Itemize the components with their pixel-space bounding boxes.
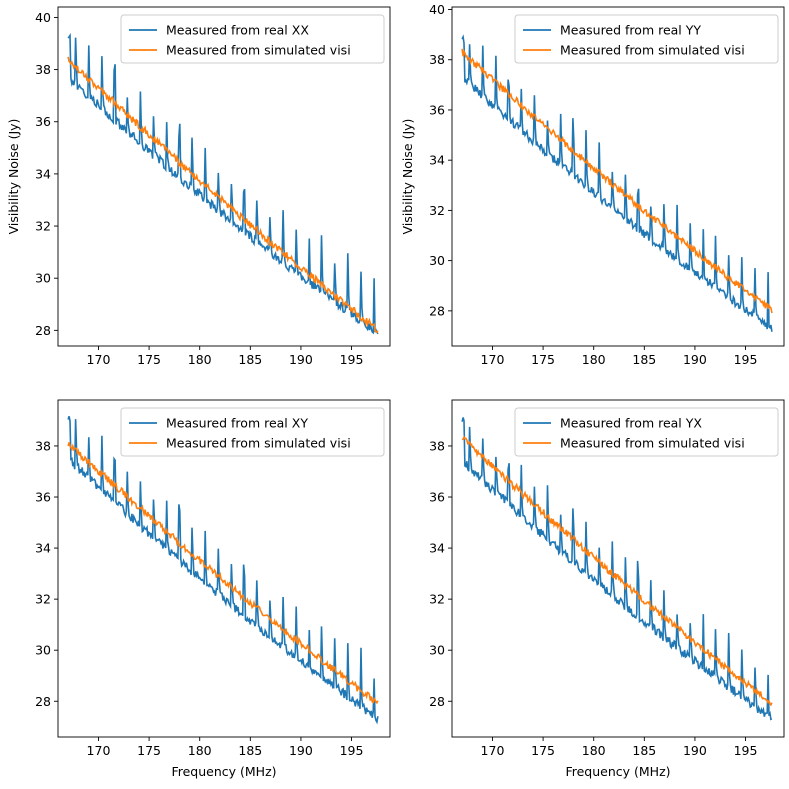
y-tick-label: 28 bbox=[429, 694, 445, 709]
legend-entry: Measured from simulated visi bbox=[560, 436, 745, 451]
series-line-real bbox=[67, 416, 379, 725]
y-tick-label: 28 bbox=[35, 323, 51, 338]
series-line-simulated bbox=[67, 56, 379, 334]
y-tick-label: 36 bbox=[429, 490, 445, 505]
legend: Measured from real YY Measured from simul… bbox=[514, 14, 779, 64]
x-tick-label: 175 bbox=[531, 743, 555, 758]
x-axis-label: Frequency (MHz) bbox=[171, 764, 276, 779]
y-tick-label: 36 bbox=[35, 114, 51, 129]
x-tick-label: 190 bbox=[289, 352, 313, 367]
y-axis-label: Visibility Noise (Jy) bbox=[6, 119, 21, 235]
y-tick-label: 36 bbox=[35, 490, 51, 505]
x-tick-label: 195 bbox=[734, 352, 758, 367]
legend-box bbox=[514, 14, 779, 64]
y-tick-label: 34 bbox=[35, 166, 51, 181]
legend: Measured from real YX Measured from simul… bbox=[514, 407, 779, 457]
x-tick-label: 190 bbox=[683, 743, 707, 758]
x-tick-label: 185 bbox=[632, 743, 656, 758]
axes-frame bbox=[451, 399, 785, 738]
x-tick-label: 195 bbox=[340, 352, 364, 367]
x-tick-label: 180 bbox=[582, 352, 606, 367]
axes-frame bbox=[57, 6, 391, 347]
legend: Measured from real XY Measured from simul… bbox=[120, 407, 385, 457]
chart-panel-1: 170 175 180 185 190 195 28 30 32 34 36 38 40 Visibili… bbox=[6, 6, 391, 367]
y-tick-label: 34 bbox=[429, 541, 445, 556]
y-tick-label: 40 bbox=[429, 2, 445, 17]
chart-panel-4: 170 175 180 185 190 195 28 30 32 34 36 38 Frequency … bbox=[429, 399, 785, 779]
series-line-simulated bbox=[461, 48, 773, 314]
x-tick-label: 170 bbox=[87, 352, 111, 367]
y-tick-label: 30 bbox=[35, 271, 51, 286]
x-tick-label: 190 bbox=[289, 743, 313, 758]
series-line-simulated bbox=[461, 435, 773, 707]
legend-entry: Measured from real XY bbox=[166, 416, 308, 431]
series-line-real bbox=[461, 417, 773, 721]
y-axis-label: Visibility Noise (Jy) bbox=[400, 119, 415, 235]
x-tick-label: 175 bbox=[531, 352, 555, 367]
x-tick-label: 180 bbox=[188, 352, 212, 367]
y-tick-label: 32 bbox=[429, 203, 445, 218]
y-tick-label: 28 bbox=[35, 694, 51, 709]
y-tick-label: 38 bbox=[35, 438, 51, 453]
legend-entry: Measured from simulated visi bbox=[166, 43, 351, 58]
x-tick-label: 180 bbox=[188, 743, 212, 758]
x-tick-label: 170 bbox=[481, 743, 505, 758]
legend: Measured from real XX Measured from simul… bbox=[120, 14, 385, 64]
series-line-simulated bbox=[67, 442, 379, 705]
legend-entry: Measured from simulated visi bbox=[560, 43, 745, 58]
x-tick-label: 185 bbox=[632, 352, 656, 367]
x-tick-label: 170 bbox=[481, 352, 505, 367]
x-tick-label: 185 bbox=[238, 743, 262, 758]
y-tick-label: 28 bbox=[429, 303, 445, 318]
legend-entry: Measured from simulated visi bbox=[166, 436, 351, 451]
y-tick-label: 36 bbox=[429, 102, 445, 117]
y-tick-label: 34 bbox=[35, 541, 51, 556]
legend-entry: Measured from real YX bbox=[560, 416, 702, 431]
legend-box bbox=[120, 14, 385, 64]
y-tick-label: 34 bbox=[429, 153, 445, 168]
x-axis-label: Frequency (MHz) bbox=[565, 764, 670, 779]
y-tick-label: 30 bbox=[35, 643, 51, 658]
series-line-real bbox=[67, 32, 379, 335]
legend-entry: Measured from real YY bbox=[560, 23, 701, 38]
x-tick-label: 185 bbox=[238, 352, 262, 367]
legend-box bbox=[120, 407, 385, 457]
y-tick-label: 38 bbox=[429, 52, 445, 67]
x-tick-label: 175 bbox=[137, 743, 161, 758]
y-tick-label: 38 bbox=[429, 438, 445, 453]
series-line-real bbox=[461, 34, 773, 332]
y-tick-label: 30 bbox=[429, 643, 445, 658]
y-tick-label: 32 bbox=[35, 592, 51, 607]
legend-entry: Measured from real XX bbox=[166, 23, 309, 38]
x-tick-label: 180 bbox=[582, 743, 606, 758]
y-tick-label: 32 bbox=[35, 219, 51, 234]
y-tick-label: 40 bbox=[35, 10, 51, 25]
axes-frame bbox=[451, 6, 785, 347]
chart-panel-3: 170 175 180 185 190 195 28 30 32 34 36 38 Frequency … bbox=[35, 399, 391, 779]
y-tick-label: 30 bbox=[429, 253, 445, 268]
y-tick-label: 38 bbox=[35, 62, 51, 77]
chart-panel-2: 170 175 180 185 190 195 28 30 32 34 36 38 40 Visibili… bbox=[400, 2, 785, 367]
x-tick-label: 195 bbox=[734, 743, 758, 758]
axes-frame bbox=[57, 399, 391, 738]
x-tick-label: 175 bbox=[137, 352, 161, 367]
x-tick-label: 195 bbox=[340, 743, 364, 758]
x-tick-label: 190 bbox=[683, 352, 707, 367]
x-tick-label: 170 bbox=[87, 743, 111, 758]
y-tick-label: 32 bbox=[429, 592, 445, 607]
legend-box bbox=[514, 407, 779, 457]
